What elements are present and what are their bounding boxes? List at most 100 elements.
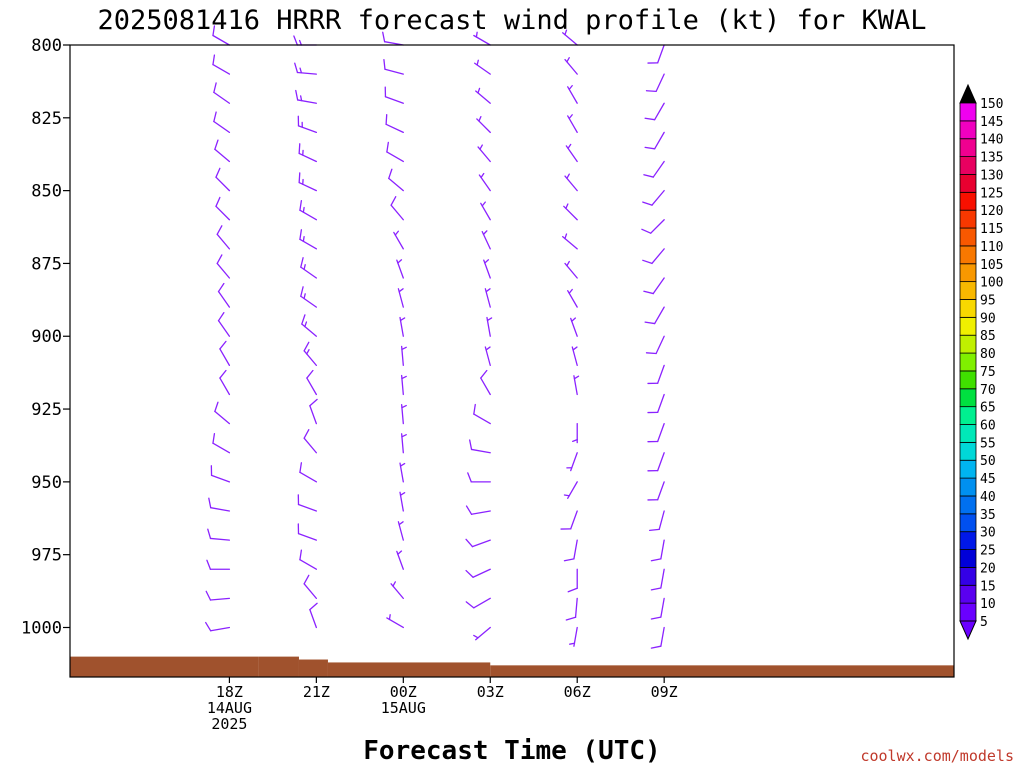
barb-feather (219, 340, 227, 350)
y-tick-label: 950 (31, 473, 62, 493)
chart-title: 2025081416 HRRR forecast wind profile (k… (97, 5, 926, 36)
barb-feather (573, 375, 580, 380)
barb-shaft (658, 510, 665, 530)
barb-shaft (298, 181, 318, 192)
barb-shaft (654, 306, 665, 325)
barb-feather (212, 54, 216, 66)
barb-feather (567, 587, 578, 593)
barb-shaft (210, 626, 231, 632)
barb-shaft (655, 73, 665, 92)
wind-barb (465, 568, 491, 578)
wind-barb (297, 494, 318, 512)
barb-shaft (303, 583, 318, 600)
colorbar-segment (959, 191, 977, 211)
wind-barb (399, 491, 406, 512)
wind-barb (393, 230, 404, 250)
barb-shaft (657, 393, 665, 413)
barb-feather (394, 230, 399, 236)
barb-shaft (217, 290, 231, 308)
colorbar-label: 115 (980, 222, 1003, 237)
barb-feather (213, 82, 217, 94)
barb-feather (484, 259, 490, 264)
barb-feather (642, 201, 653, 206)
y-tick-label: 925 (31, 400, 62, 420)
barb-feather (486, 317, 493, 322)
barb-feather (388, 168, 393, 180)
barb-feather (644, 117, 656, 121)
colorbar-label: 70 (980, 383, 996, 398)
wind-barb (647, 422, 665, 443)
wind-barb (300, 257, 318, 279)
wind-barb (647, 393, 665, 414)
colorbar-segment (959, 227, 977, 247)
barb-shaft (473, 413, 491, 425)
barb-shaft (384, 96, 404, 104)
x-tick-label: 21Z (303, 683, 330, 701)
barb-feather (390, 196, 397, 206)
barb-feather (572, 438, 578, 443)
colorbar-label: 105 (980, 258, 1003, 273)
colorbar-label: 20 (980, 561, 996, 576)
wind-barb (303, 574, 318, 600)
wind-barb (219, 340, 231, 367)
barb-shaft (471, 539, 491, 548)
colorbar-label: 145 (980, 115, 1003, 130)
barb-feather (399, 462, 406, 467)
barb-feather (302, 235, 305, 243)
colorbar-segment (959, 174, 977, 193)
barb-feather (299, 95, 303, 102)
barb-shaft (214, 410, 231, 425)
barb-feather (473, 403, 476, 415)
barb-shaft (651, 189, 665, 206)
wind-barb (401, 433, 407, 454)
barb-shaft (470, 448, 491, 454)
wind-barb (397, 288, 404, 308)
colorbar-segment (959, 209, 977, 229)
wind-barb (216, 225, 231, 250)
barb-shaft (655, 335, 665, 355)
wind-barb (465, 597, 491, 609)
colorbar-segment (959, 406, 977, 425)
barb-shaft (219, 348, 231, 367)
barb-shaft (297, 125, 318, 134)
x-tick-label: 2025 (211, 715, 247, 733)
barb-feather (215, 196, 221, 207)
wind-barb (212, 433, 231, 454)
barb-shaft (660, 626, 665, 647)
barb-feather (298, 143, 301, 155)
x-tick-label: 14AUG (207, 699, 252, 717)
wind-barb (480, 369, 491, 396)
wind-barb (297, 115, 318, 134)
barb-feather (564, 233, 568, 240)
wind-barb (565, 597, 578, 621)
barb-feather (568, 288, 573, 294)
barb-shaft (652, 160, 665, 178)
wind-barb (469, 439, 491, 454)
colorbar-segment (959, 567, 977, 586)
barb-feather (302, 206, 305, 213)
wind-barb (563, 203, 578, 221)
barb-shaft (215, 176, 231, 192)
colorbar-label: 55 (980, 436, 996, 451)
barb-feather (299, 229, 303, 241)
wind-barb (401, 404, 407, 425)
wind-barb (205, 621, 231, 632)
colorbar-segment (959, 263, 977, 283)
ground-surface (70, 656, 954, 677)
barb-feather (303, 341, 310, 352)
wind-barb (293, 35, 318, 46)
wind-barb (476, 115, 491, 134)
barb-feather (566, 56, 570, 63)
colorbar-segment (959, 102, 977, 122)
ground-segment (327, 662, 491, 677)
wind-barb (386, 614, 404, 629)
ground-segment (298, 659, 328, 677)
barb-shaft (657, 422, 665, 443)
barb-shaft (217, 320, 231, 337)
barb-feather (216, 254, 223, 265)
wind-barb (384, 86, 404, 104)
x-axis-title: Forecast Time (UTC) (363, 736, 660, 766)
wind-barb (477, 144, 491, 163)
wind-barb (571, 346, 578, 367)
